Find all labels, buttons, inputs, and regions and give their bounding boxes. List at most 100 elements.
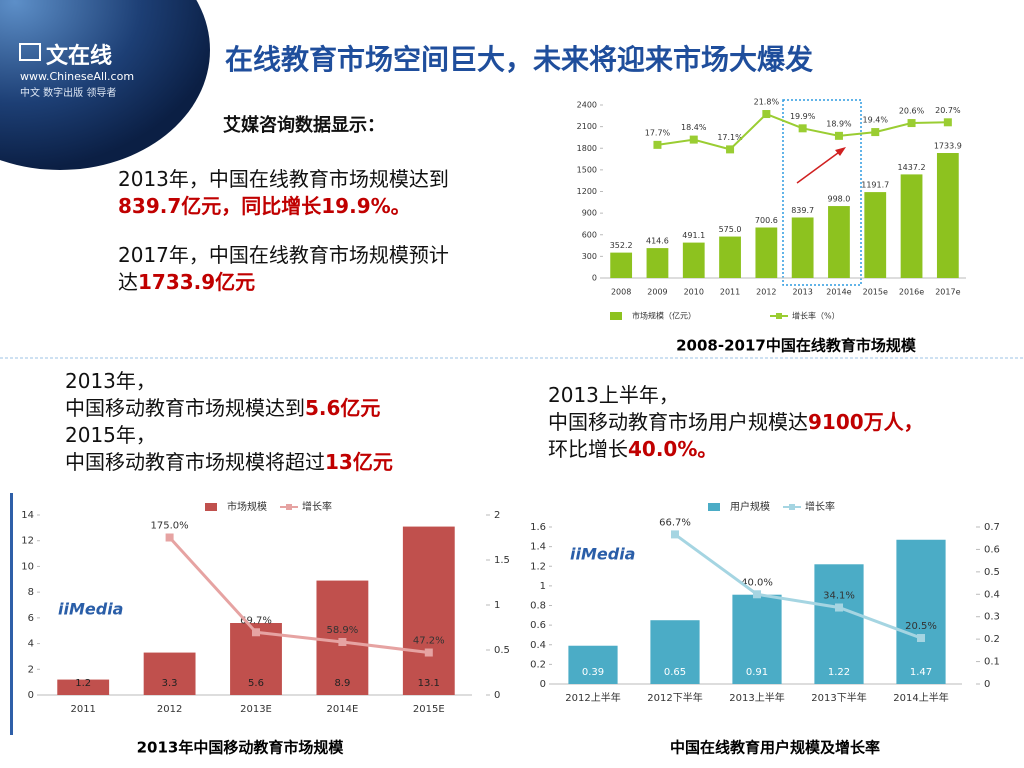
- bar-label: 5.6: [248, 678, 264, 689]
- x-tick-label: 2014上半年: [893, 691, 948, 704]
- y-tick-label: 12: [21, 536, 34, 547]
- x-tick-label: 2013: [792, 288, 812, 297]
- y2-tick-label: 0.7: [984, 522, 1000, 533]
- text-block: 2013年， 中国移动教育市场规模达到5.6亿元 2015年， 中国移动教育市场规模将…: [65, 368, 393, 476]
- y-tick-label: 8: [28, 587, 34, 598]
- bar: [143, 652, 196, 695]
- bar: [402, 526, 455, 695]
- body-text: 中国移动教育市场用户规模达: [548, 410, 808, 434]
- chart2-edge: [10, 493, 13, 735]
- y-tick-label: 1200: [577, 187, 597, 196]
- text-block: 2013上半年， 中国移动教育市场用户规模达9100万人， 环比增长40.0%。: [548, 382, 924, 463]
- chart-caption: 2008-2017中国在线教育市场规模: [676, 337, 917, 355]
- line-label: 17.7%: [645, 128, 671, 137]
- y2-tick-label: 0: [984, 679, 990, 690]
- highlight-text: 40.0%。: [628, 437, 718, 461]
- line-label: 34.1%: [823, 591, 855, 602]
- body-text: 环比增长: [548, 437, 628, 461]
- bar: [719, 236, 741, 278]
- line-label: 18.9%: [826, 119, 852, 128]
- x-tick-label: 2011: [720, 288, 740, 297]
- y2-tick-label: 0.2: [984, 634, 1000, 645]
- x-tick-label: 2012: [157, 704, 182, 715]
- legend-label: 市场规模（亿元）: [632, 311, 696, 321]
- line-label: 21.8%: [754, 98, 780, 107]
- bar: [610, 252, 633, 278]
- body-text: 艾媒咨询数据显示：: [223, 115, 385, 136]
- x-tick-label: 2015E: [413, 704, 445, 715]
- x-tick-label: 2013上半年: [729, 691, 784, 704]
- x-tick-label: 2008: [611, 288, 631, 297]
- bar-label: 1.2: [75, 678, 91, 689]
- y-tick-label: 2: [28, 664, 34, 675]
- y-tick-label: 2400: [577, 101, 597, 110]
- line-label: 40.0%: [741, 577, 773, 588]
- y2-tick-label: 0: [494, 690, 500, 701]
- bar: [828, 206, 850, 278]
- text-line: 2013上半年，: [548, 382, 924, 409]
- y2-tick-label: 0.5: [984, 567, 1000, 578]
- line: [168, 536, 429, 655]
- text-line: 达1733.9亿元: [118, 269, 558, 296]
- y-tick-label: 1.2: [530, 561, 546, 572]
- y-tick-label: 10: [21, 561, 34, 572]
- x-tick-label: 2014e: [826, 288, 851, 297]
- body-text: 达: [118, 270, 138, 294]
- text-line: 2013年，中国在线教育市场规模达到: [118, 166, 558, 193]
- legend-label: 增长率: [805, 500, 835, 513]
- text-block: 艾媒咨询数据显示： 2013年，中国在线教育市场规模达到 839.7亿元，同比增长1…: [118, 112, 558, 296]
- line-label: 17.1%: [717, 133, 743, 142]
- highlight-text: 1733.9亿元: [138, 270, 256, 294]
- x-tick-label: 2012: [756, 288, 776, 297]
- y-tick-label: 2100: [577, 122, 597, 131]
- bar: [316, 580, 369, 695]
- y2-tick-label: 0.5: [494, 645, 510, 656]
- x-tick-label: 2011: [70, 704, 95, 715]
- legend-label: 用户规模: [730, 500, 770, 513]
- text-line: 艾媒咨询数据显示：: [223, 112, 558, 139]
- x-tick-label: 2012下半年: [647, 691, 702, 704]
- legend-swatch: [610, 312, 622, 320]
- body-text: 中国移动教育市场规模达到: [65, 396, 305, 420]
- bar: [682, 242, 705, 278]
- bar: [732, 594, 782, 684]
- legend-label: 市场规模: [227, 500, 267, 513]
- y-tick-label: 14: [21, 510, 34, 521]
- y-tick-label: 0.8: [530, 601, 546, 612]
- bar-label: 700.6: [755, 216, 778, 225]
- x-tick-label: 2016e: [899, 288, 924, 297]
- line-label: 19.4%: [863, 116, 889, 125]
- line-label: 20.6%: [899, 107, 925, 116]
- x-tick-label: 2015e: [863, 288, 888, 297]
- bar-label: 1437.2: [898, 163, 926, 172]
- y-tick-label: 4: [28, 639, 34, 650]
- y-tick-label: 0.6: [530, 620, 546, 631]
- bar-label: 0.65: [664, 667, 686, 678]
- bar-label: 352.2: [610, 241, 633, 250]
- text-line: 中国移动教育市场规模将超过13亿元: [65, 449, 393, 476]
- bar-label: 414.6: [646, 237, 669, 246]
- line-label: 19.9%: [790, 112, 816, 121]
- highlight-box: [782, 99, 862, 286]
- slide-title: 在线教育市场空间巨大，未来将迎来市场大爆发: [225, 43, 814, 76]
- text-line: 2015年，: [65, 422, 393, 449]
- bar-label: 3.3: [162, 678, 178, 689]
- bar-label: 1.47: [910, 667, 932, 678]
- bar-label: 0.91: [746, 667, 768, 678]
- body-text: 2017年，中国在线教育市场规模预计: [118, 243, 449, 267]
- legend-swatch: [708, 503, 720, 511]
- bar: [814, 564, 864, 684]
- line: [657, 112, 948, 151]
- x-tick-label: 2010: [684, 288, 704, 297]
- body-text: 2013年，中国在线教育市场规模达到: [118, 167, 449, 191]
- line-label: 20.5%: [905, 621, 937, 632]
- text-line: 环比增长40.0%。: [548, 436, 924, 463]
- highlight-text: 839.7亿元，同比增长19.9%。: [118, 194, 411, 218]
- line: [674, 533, 922, 640]
- y-tick-label: 300: [582, 252, 597, 261]
- legend-label: 增长率: [302, 500, 332, 513]
- line-label: 66.7%: [659, 517, 691, 528]
- y-tick-label: 0: [540, 679, 546, 690]
- y-tick-label: 1.4: [530, 542, 546, 553]
- bar: [896, 539, 946, 684]
